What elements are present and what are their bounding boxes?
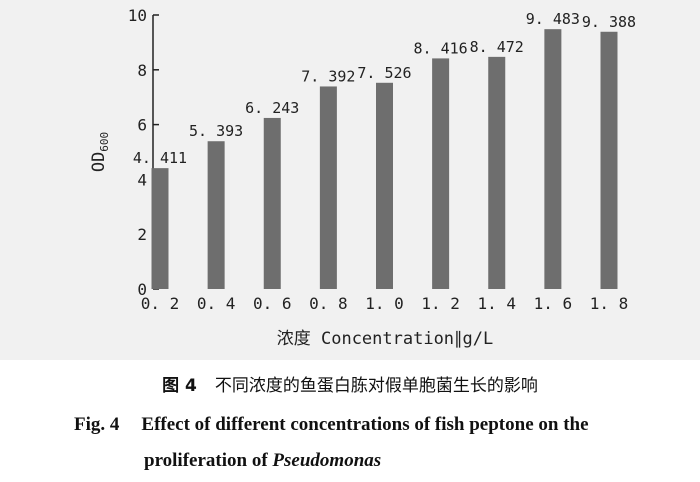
species-name: Pseudomonas <box>272 450 382 471</box>
figure-caption-english: Fig. 4 Effect of different concentrations… <box>74 407 674 479</box>
svg-text:OD600: OD600 <box>89 132 111 172</box>
data-label: 7. 392 <box>301 67 355 85</box>
x-tick-label: 1. 8 <box>590 294 629 313</box>
data-label: 9. 388 <box>582 13 636 31</box>
figure-title-cn: 不同浓度的鱼蛋白胨对假单胞菌生长的影响 <box>214 376 538 396</box>
figure-number-en: Fig. 4 <box>74 414 120 435</box>
bar <box>151 168 169 289</box>
x-axis-ticks: 0. 2 0. 4 0. 6 0. 8 1. 0 1. 2 1. 4 1. 6 1. 8 <box>141 294 629 313</box>
y-axis-label-main: OD <box>89 152 109 172</box>
bar <box>544 29 562 289</box>
x-tick-label: 1. 6 <box>534 294 573 313</box>
figure-title-en-line2-prefix: proliferation of <box>144 450 273 471</box>
x-tick-label: 1. 4 <box>477 294 516 313</box>
figure-number-cn: 图 4 <box>162 376 197 396</box>
bar <box>600 31 618 290</box>
bar <box>207 141 225 289</box>
bar <box>263 117 281 289</box>
bar <box>488 56 506 289</box>
x-tick-label: 0. 2 <box>141 294 180 313</box>
x-tick-label: 1. 0 <box>365 294 404 313</box>
data-label: 8. 472 <box>470 38 524 56</box>
y-axis-label: OD600 <box>89 132 111 172</box>
y-tick-label: 10 <box>128 6 147 25</box>
data-label: 7. 526 <box>357 64 411 82</box>
data-label: 8. 416 <box>414 39 468 57</box>
y-tick-label: 4 <box>137 170 147 189</box>
figure-caption-chinese: 图 4 不同浓度的鱼蛋白胨对假单胞菌生长的影响 <box>0 371 700 396</box>
data-label: 9. 483 <box>526 10 580 28</box>
y-tick-label: 6 <box>137 116 147 135</box>
y-tick-label: 0 <box>137 280 147 299</box>
bar <box>376 82 393 289</box>
figure-title-en-line1: Effect of different concentrations of fi… <box>141 414 589 435</box>
data-label: 5. 393 <box>189 122 243 140</box>
x-tick-label: 0. 8 <box>309 294 348 313</box>
y-axis-label-sub: 600 <box>98 132 111 152</box>
y-tick-label: 8 <box>137 61 147 80</box>
bar <box>432 58 450 290</box>
chart-panel: 0 2 4 6 8 10 4. 411 5. 393 6. 243 7. 392 7. 526 8.… <box>0 0 700 360</box>
bar <box>319 86 337 289</box>
data-label: 6. 243 <box>245 99 299 117</box>
x-tick-label: 0. 4 <box>197 294 236 313</box>
y-tick-label: 2 <box>137 225 147 244</box>
x-tick-label: 1. 2 <box>421 294 460 313</box>
data-label: 4. 411 <box>133 149 187 167</box>
x-axis-label: 浓度 Concentration∥g/L <box>277 329 494 349</box>
x-tick-label: 0. 6 <box>253 294 292 313</box>
figure-title-en-line2: proliferation of Pseudomonas <box>74 443 674 479</box>
